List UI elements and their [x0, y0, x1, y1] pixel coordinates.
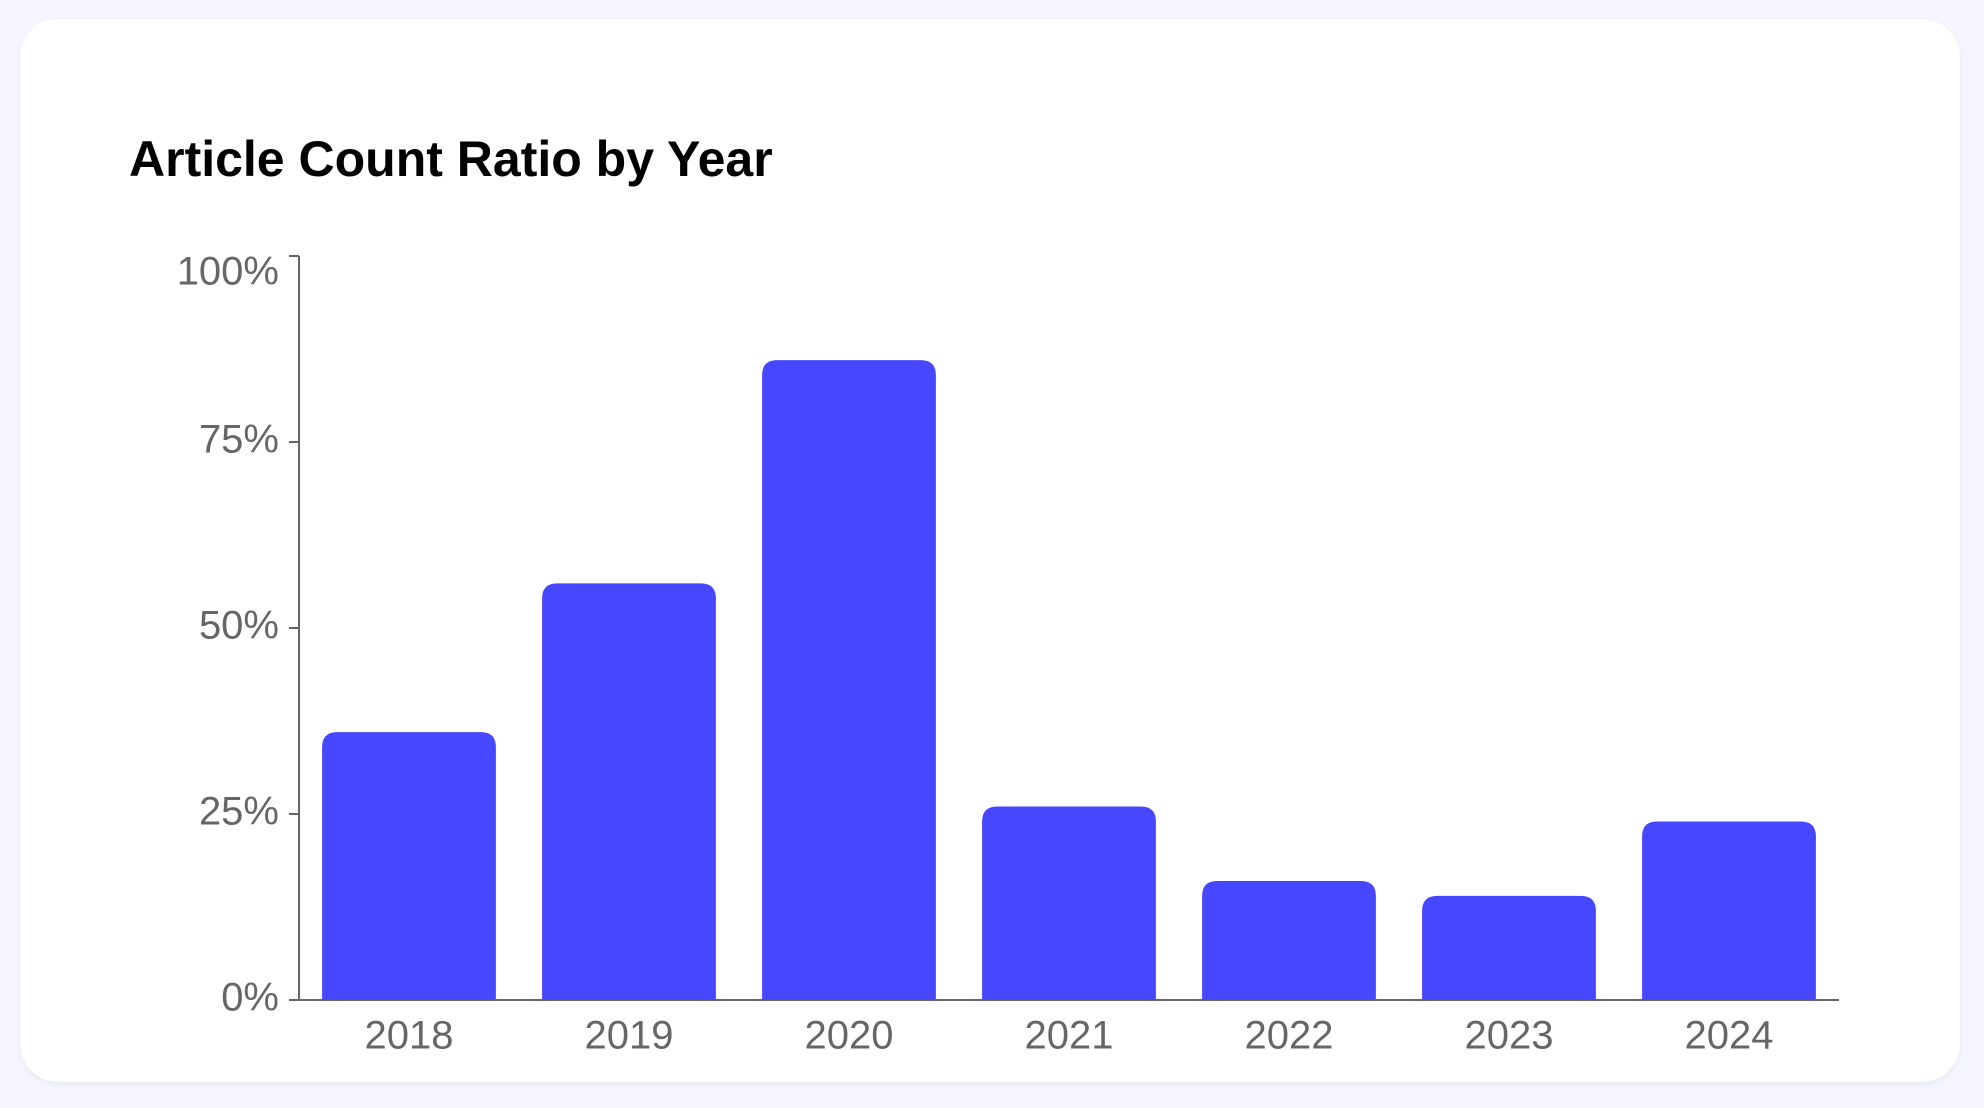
x-tick-label: 2022 [1245, 1014, 1334, 1058]
y-tick-label: 25% [199, 790, 279, 834]
bar [1202, 880, 1376, 1000]
x-tick-label: 2019 [585, 1014, 674, 1058]
y-tick-label: 0% [221, 976, 279, 1020]
x-tick-label: 2024 [1685, 1014, 1774, 1058]
y-tick-label: 50% [199, 604, 279, 648]
bar [1422, 895, 1596, 1000]
bar [1642, 821, 1816, 1000]
bar [982, 806, 1156, 1000]
y-tick-label: 100% [177, 250, 279, 294]
x-tick-label: 2020 [805, 1014, 894, 1058]
bar [542, 583, 716, 1000]
y-tick-label: 75% [199, 418, 279, 462]
x-tick-label: 2021 [1025, 1014, 1114, 1058]
x-tick-label: 2023 [1465, 1014, 1554, 1058]
chart-title: Article Count Ratio by Year [129, 131, 773, 187]
x-tick-label: 2018 [365, 1014, 454, 1058]
bar [322, 732, 496, 1000]
bar [762, 360, 936, 1000]
